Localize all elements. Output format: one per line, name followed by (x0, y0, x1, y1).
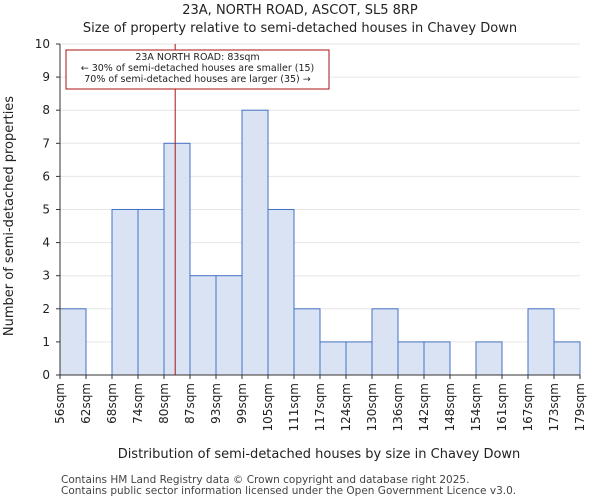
histogram-bar (215, 275, 243, 376)
x-tick-label: 173sqm (547, 383, 561, 431)
histogram-bar (137, 209, 165, 376)
x-tick-label: 124sqm (339, 383, 353, 431)
y-tick-label: 1 (42, 335, 50, 349)
chart-title-line1: 23A, NORTH ROAD, ASCOT, SL5 8RP (182, 3, 418, 18)
x-tick-label: 167sqm (521, 383, 535, 431)
x-tick-label: 105sqm (261, 383, 275, 431)
footer-line2: Contains public sector information licen… (61, 485, 516, 497)
x-tick-label: 87sqm (183, 383, 197, 424)
annotation-line3: 70% of semi-detached houses are larger (… (84, 74, 311, 85)
y-tick-label: 2 (42, 302, 50, 316)
y-tick-label: 8 (42, 103, 50, 117)
x-tick-label: 93sqm (209, 383, 223, 424)
histogram-bar (397, 341, 425, 376)
x-tick-label: 68sqm (105, 383, 119, 424)
footer-line1: Contains HM Land Registry data © Crown c… (61, 474, 469, 486)
histogram-bar (189, 275, 217, 376)
histogram-bar (423, 341, 451, 376)
y-tick-label: 5 (42, 203, 50, 217)
x-tick-label: 154sqm (469, 383, 483, 431)
annotation-box: 23A NORTH ROAD: 83sqm ← 30% of semi-deta… (65, 49, 330, 90)
annotation-line2: ← 30% of semi-detached houses are smalle… (81, 63, 315, 74)
x-tick-label: 111sqm (287, 383, 301, 431)
y-axis-label: Number of semi-detached properties (2, 96, 17, 336)
y-tick-label: 0 (42, 368, 50, 382)
histogram-bar (267, 209, 295, 376)
y-tick-label: 7 (42, 136, 50, 150)
x-tick-label: 179sqm (573, 383, 587, 431)
x-tick-label: 74sqm (131, 383, 145, 424)
histogram-bar (475, 341, 503, 376)
x-tick-label: 148sqm (443, 383, 457, 431)
x-axis-label: Distribution of semi-detached houses by … (118, 447, 521, 462)
x-tick-labels: 56sqm 62sqm 68sqm 74sqm 80sqm 87sqm 93sqm 99sqm… (53, 383, 587, 431)
y-tick-label: 9 (42, 70, 50, 84)
y-tick-label: 4 (42, 236, 50, 250)
histogram-bar (241, 109, 269, 376)
histogram-bar (371, 308, 399, 376)
histogram-bar (527, 308, 555, 376)
y-tick-labels: 0 1 2 3 4 5 6 7 8 9 10 (35, 37, 50, 382)
histogram-bar (163, 142, 191, 376)
y-tick-label: 3 (42, 269, 50, 283)
axes (56, 43, 581, 379)
x-tick-label: 136sqm (391, 383, 405, 431)
histogram-bar (553, 341, 581, 376)
y-tick-label: 10 (35, 37, 50, 51)
x-tick-label: 80sqm (157, 383, 171, 424)
x-tick-label: 117sqm (313, 383, 327, 431)
x-tick-label: 99sqm (235, 383, 249, 424)
x-tick-label: 130sqm (365, 383, 379, 431)
histogram-bar (319, 341, 347, 376)
x-tick-label: 161sqm (495, 383, 509, 431)
y-tick-label: 6 (42, 169, 50, 183)
histogram-bar (59, 308, 87, 376)
bars (59, 109, 581, 376)
annotation-box-border (65, 49, 330, 90)
x-tick-label: 56sqm (53, 383, 67, 424)
histogram-bar (293, 308, 321, 376)
histogram-bar (345, 341, 373, 376)
chart-title-line2: Size of property relative to semi-detach… (83, 21, 517, 36)
x-tick-label: 142sqm (417, 383, 431, 431)
histogram-bar (111, 209, 139, 376)
x-tick-label: 62sqm (79, 383, 93, 424)
annotation-line1: 23A NORTH ROAD: 83sqm (135, 52, 259, 63)
